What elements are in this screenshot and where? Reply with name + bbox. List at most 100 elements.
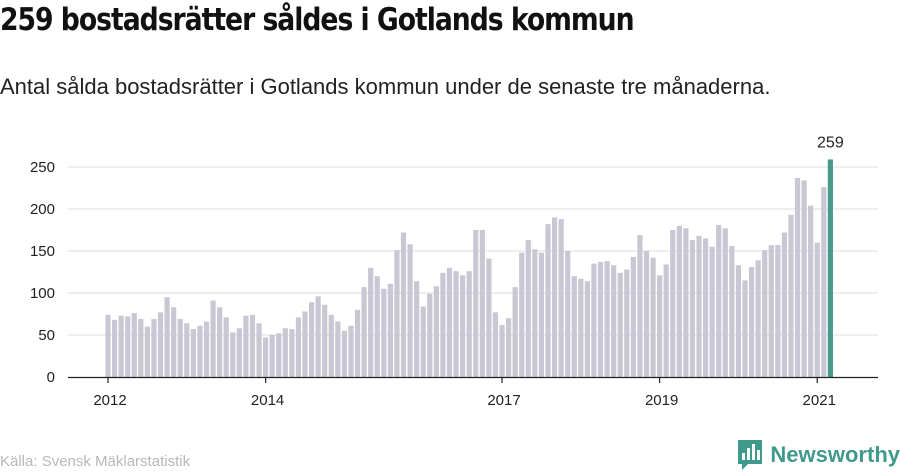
y-tick-label: 200 [30,201,55,218]
bar [814,242,820,377]
bar [381,288,387,377]
bar [735,265,742,377]
y-axis: 0 50 100 150 200 250 [30,159,55,386]
bar [683,228,689,377]
bar [217,307,223,377]
bar [249,314,256,377]
bar [427,293,433,377]
bar [689,240,696,377]
y-tick-label: 0 [47,369,55,386]
bar [617,272,623,377]
x-tick-label: 2021 [803,392,836,409]
bar [315,296,321,377]
y-tick-label: 100 [30,285,55,302]
brand-logo[interactable]: Newsworthy [736,438,900,472]
bar [663,264,669,377]
bar [269,335,275,377]
bar [282,328,288,377]
bar [505,318,512,377]
bar [203,321,210,377]
bar [755,260,761,377]
bar [473,230,479,377]
bar [722,228,728,377]
bar [821,187,827,377]
bar [597,261,604,377]
bar [387,283,393,377]
chart-subtitle: Antal sålda bostadsrätter i Gotlands kom… [0,74,771,99]
bar [125,316,131,377]
bar [492,312,499,377]
bar [131,313,137,377]
bar [584,281,590,377]
bar [263,337,269,377]
y-tick-label: 150 [30,243,55,260]
bar [775,245,781,377]
x-tick-label: 2014 [251,392,284,409]
bar [466,271,472,377]
bar [460,275,466,377]
bar [525,240,531,377]
bar [440,272,446,377]
bars [105,159,833,377]
bar [256,323,262,377]
bar [650,257,656,377]
bar [604,261,610,377]
x-axis: 2012 2014 2017 2019 2021 [93,377,836,409]
bar [302,311,308,377]
bar [164,297,170,377]
bar [236,328,242,377]
bar [781,232,787,377]
bar [657,275,663,377]
bar [420,306,426,377]
chart-title: 259 bostadsrätter såldes i Gotlands komm… [0,2,635,38]
bar [479,230,485,377]
bar [144,326,150,377]
bar [276,333,282,377]
bar [729,245,735,377]
bar [190,329,196,377]
y-tick-label: 50 [38,327,55,344]
bar [670,230,676,377]
bar [407,244,413,377]
bar [361,287,367,377]
bar [794,177,801,377]
bar [138,319,144,377]
source-note: Källa: Svensk Mäklarstatistik [0,453,191,470]
bar [716,224,722,377]
bar [748,266,755,377]
bar [184,323,190,377]
bar [368,267,374,377]
bar [243,315,249,377]
bar [197,325,203,377]
bar [118,315,124,377]
bar [105,314,111,377]
bar [322,304,328,377]
bar-chart: 0 50 100 150 200 250 2012 2014 2017 2019 2021 259 [30,134,878,409]
bar [512,287,518,377]
x-tick-label: 2017 [487,392,520,409]
bar [348,325,354,377]
bar [538,252,545,377]
bar [335,321,341,377]
bar [768,245,774,377]
bar [742,280,748,377]
bar [611,265,617,377]
bar [551,217,558,377]
x-tick-label: 2012 [93,392,126,409]
bar [801,180,807,377]
bar [571,276,577,377]
bar [177,319,183,377]
bar [788,214,794,377]
bar [308,302,315,377]
bar [808,205,814,377]
bar [151,319,157,377]
bar [341,330,348,377]
bar [394,250,400,377]
bar [578,278,584,377]
bar [400,232,407,377]
bar [157,312,164,377]
bar [111,319,118,377]
bar [558,219,564,377]
bar [709,246,715,377]
bar [289,329,295,377]
